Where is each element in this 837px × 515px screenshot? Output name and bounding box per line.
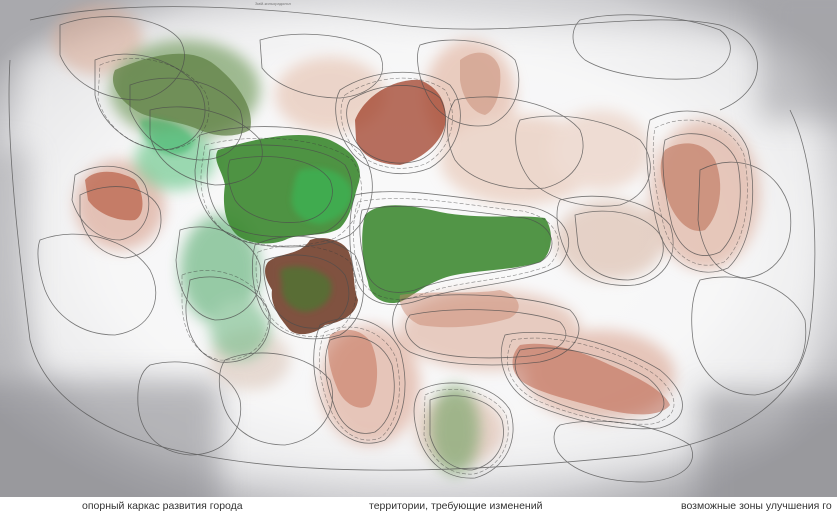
change-territories-core bbox=[85, 52, 721, 415]
legend-bar: опорный каркас развития города территори… bbox=[0, 497, 837, 515]
legend-item-improvement-zones: возможные зоны улучшения го bbox=[681, 500, 832, 512]
support-framework-core bbox=[112, 53, 552, 335]
legend-item-change-territories: территории, требующие изменений bbox=[369, 500, 543, 512]
legend-item-support-framework: опорный каркас развития города bbox=[82, 500, 243, 512]
map-canvas[interactable]: Змій-кильорадольн bbox=[0, 0, 837, 497]
edge-shadow bbox=[0, 0, 837, 497]
dashed-contours bbox=[97, 58, 748, 475]
map-top-label: Змій-кильорадольн bbox=[255, 1, 291, 6]
map-svg: Змій-кильорадольн bbox=[0, 0, 837, 497]
zone-contours bbox=[8, 6, 816, 483]
